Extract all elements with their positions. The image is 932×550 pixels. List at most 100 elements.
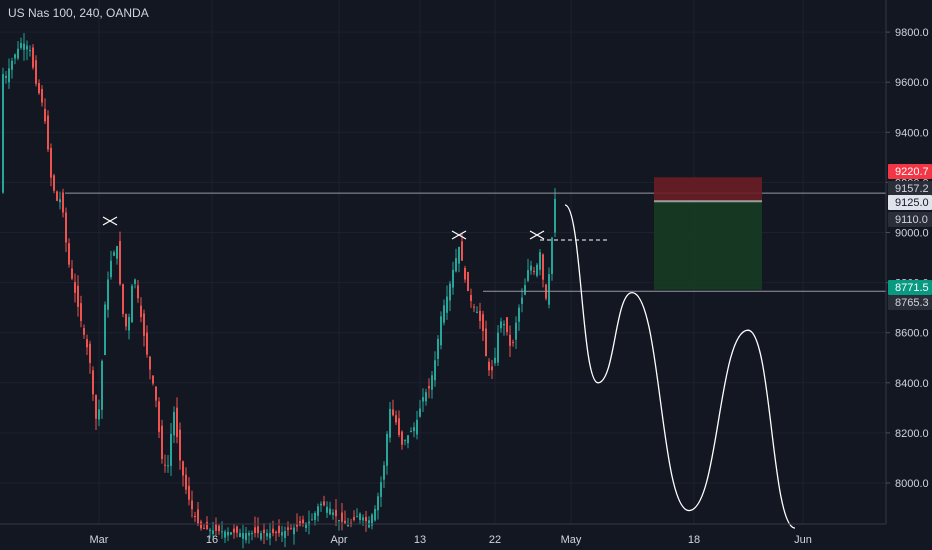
candle-body (167, 465, 169, 467)
candle (299, 516, 301, 527)
swing-mark-x (529, 230, 545, 240)
candle (269, 522, 271, 546)
candle (155, 386, 157, 408)
candle (341, 502, 343, 531)
candle-body (212, 530, 214, 534)
candle-body (494, 357, 496, 364)
price-tag-label: 9110.0 (895, 214, 928, 226)
time-axis[interactable]: Mar 16 Apr 13 22 May 18 Jun (90, 534, 812, 546)
candle-body (395, 415, 397, 423)
candle (389, 401, 391, 443)
candle (14, 53, 16, 65)
candle (212, 522, 214, 538)
x-tick-label: 13 (414, 534, 426, 546)
candle (494, 347, 496, 366)
candle (47, 110, 49, 153)
candle (236, 525, 238, 538)
candle (527, 258, 529, 283)
candle (356, 508, 358, 518)
candle (80, 295, 82, 328)
candle (467, 271, 469, 292)
candle (476, 306, 478, 314)
candle-body (83, 328, 85, 335)
candle (119, 231, 121, 286)
candle-body (254, 527, 256, 534)
candle-body (194, 516, 196, 518)
candle-body (275, 531, 277, 534)
candle-body (548, 274, 550, 305)
candle (452, 261, 454, 295)
candle (134, 278, 136, 289)
candle-body (293, 527, 295, 535)
candle-body (311, 519, 313, 521)
candle-body (185, 474, 187, 490)
candle-body (65, 212, 67, 243)
candle (488, 358, 490, 376)
candle (257, 517, 259, 538)
candle (398, 410, 400, 438)
swing-mark-x (102, 216, 118, 226)
candle-body (20, 43, 22, 48)
candle-body (380, 482, 382, 497)
x-tick-label: 22 (489, 534, 501, 546)
candle (38, 79, 40, 95)
candle-body (428, 386, 430, 389)
candle (278, 519, 280, 537)
price-tag-label: 8765.3 (895, 297, 929, 309)
candle (146, 325, 148, 358)
candle (533, 266, 535, 275)
candle (113, 250, 115, 257)
candle (419, 399, 421, 418)
annotation-layer (102, 216, 545, 240)
candle (461, 233, 463, 261)
candle (209, 527, 211, 539)
candle (11, 57, 13, 79)
candle-body (530, 265, 532, 271)
candle-body (92, 370, 94, 395)
candle (188, 477, 190, 506)
candle-body (386, 433, 388, 466)
candle (284, 526, 286, 548)
candle-body (155, 386, 157, 401)
price-tag-level: 9110.0 (888, 212, 932, 227)
candle-body (281, 532, 283, 536)
candle (122, 283, 124, 318)
candle (326, 501, 328, 518)
candle (335, 499, 337, 527)
short-position-tool[interactable] (654, 177, 762, 290)
candle (515, 316, 517, 349)
candle (359, 512, 361, 524)
candle (218, 523, 220, 535)
candle-body (500, 321, 502, 329)
candle (539, 249, 541, 276)
candle (137, 279, 139, 303)
candle-body (326, 506, 328, 513)
candle-body (197, 509, 199, 525)
candle (524, 278, 526, 296)
y-tick-label: 8200.0 (895, 428, 929, 440)
candle-body (53, 175, 55, 191)
take-profit-zone (654, 201, 762, 290)
candle-body (98, 409, 100, 420)
candle (182, 460, 184, 487)
candle (464, 265, 466, 283)
candle-body (323, 501, 325, 506)
candle-body (521, 297, 523, 304)
x-stroke (529, 230, 545, 240)
candle-body (29, 50, 31, 52)
candle-body (17, 48, 19, 59)
candle (173, 406, 175, 444)
x-stroke (102, 216, 118, 226)
price-tag-level: 9157.2 (888, 181, 932, 196)
candle-body (533, 270, 535, 272)
candle-body (482, 314, 484, 332)
projection-drawing[interactable] (564, 204, 796, 529)
y-tick-label: 9400.0 (895, 127, 929, 139)
candle-body (104, 304, 106, 355)
candle (98, 399, 100, 427)
candle-body (89, 343, 91, 363)
candle-body (317, 506, 319, 516)
candle-body (257, 526, 259, 534)
candle (233, 523, 235, 539)
